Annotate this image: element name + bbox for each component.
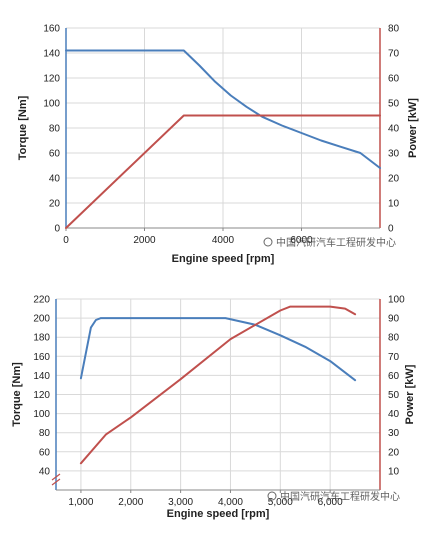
y-right-tick-label: 60 xyxy=(388,371,400,382)
y-right-tick-label: 30 xyxy=(388,428,400,439)
y-right-tick-label: 100 xyxy=(388,295,405,306)
y-left-tick-label: 120 xyxy=(43,74,60,85)
x-tick-label: 4,000 xyxy=(218,497,243,508)
torque-line xyxy=(79,317,357,382)
y-left-tick-label: 220 xyxy=(33,295,50,306)
watermark: 中国汽研汽车工程研发中心 xyxy=(263,236,396,249)
x-tick-label: 0 xyxy=(63,235,69,246)
power-line xyxy=(79,305,357,465)
y-left-tick-label: 60 xyxy=(39,447,51,458)
x-tick-label: 2000 xyxy=(133,235,156,246)
y-left-tick-label: 0 xyxy=(54,224,60,235)
chart-2: 1,000 2,000 3,000 4,000 5,000 6,000 40 60 80 100 1… xyxy=(11,295,416,521)
y-right-tick-label: 50 xyxy=(388,99,400,110)
y-left-axis-title: Torque [Nm] xyxy=(17,95,29,160)
y-left-tick-label: 80 xyxy=(39,428,51,439)
y-left-tick-label: 100 xyxy=(33,409,50,420)
y-left-tick-label: 180 xyxy=(33,333,50,344)
y-left-axis-title: Torque [Nm] xyxy=(11,362,23,427)
y-right-tick-label: 20 xyxy=(388,447,400,458)
x-tick-label: 4000 xyxy=(212,235,235,246)
x-tick-label: 5,000 xyxy=(268,497,293,508)
y-right-tick-label: 90 xyxy=(388,314,400,325)
y-left-tick-label: 40 xyxy=(39,466,51,477)
power-line xyxy=(65,114,381,229)
y-left-tick-label: 160 xyxy=(33,352,50,363)
watermark-logo xyxy=(267,491,277,501)
axis-break-mark xyxy=(51,473,61,486)
x-axis-title: Engine speed [rpm] xyxy=(167,508,270,520)
y-right-tick-label: 70 xyxy=(388,352,400,363)
x-tick-label: 2,000 xyxy=(118,497,143,508)
y-left-tick-label: 40 xyxy=(49,174,61,185)
y-right-tick-label: 50 xyxy=(388,390,400,401)
y-left-tick-label: 20 xyxy=(49,199,61,210)
x-tick-label: 3,000 xyxy=(168,497,193,508)
torque-line xyxy=(65,49,381,169)
y-right-tick-label: 70 xyxy=(388,49,400,60)
y-left-tick-label: 80 xyxy=(49,124,61,135)
y-right-tick-label: 0 xyxy=(388,224,394,235)
y-right-axis-title: Power [kW] xyxy=(404,364,416,424)
watermark-text: 中国汽研汽车工程研发中心 xyxy=(280,490,400,503)
watermark-text: 中国汽研汽车工程研发中心 xyxy=(276,236,396,249)
y-left-tick-label: 100 xyxy=(43,99,60,110)
x-tick-label: 1,000 xyxy=(68,497,93,508)
y-left-tick-label: 160 xyxy=(43,24,60,35)
y-right-tick-label: 40 xyxy=(388,124,400,135)
y-right-tick-label: 10 xyxy=(388,199,400,210)
x-tick-label: 6000 xyxy=(290,235,313,246)
x-axis-title: Engine speed [rpm] xyxy=(172,253,275,265)
y-right-axis-title: Power [kW] xyxy=(407,98,419,158)
y-right-tick-label: 80 xyxy=(388,333,400,344)
chart-1: 0 2000 4000 6000 0 20 40 60 80 100 120 140 160 0 10 20 3… xyxy=(17,24,419,266)
x-tick-label: 6,000 xyxy=(318,497,343,508)
y-left-tick-label: 140 xyxy=(33,371,50,382)
y-right-tick-label: 30 xyxy=(388,149,400,160)
y-right-tick-label: 10 xyxy=(388,466,400,477)
y-left-tick-label: 60 xyxy=(49,149,61,160)
y-right-tick-label: 40 xyxy=(388,409,400,420)
y-left-tick-label: 120 xyxy=(33,390,50,401)
y-left-tick-label: 200 xyxy=(33,314,50,325)
y-right-tick-label: 80 xyxy=(388,24,400,35)
y-right-tick-label: 20 xyxy=(388,174,400,185)
watermark-logo xyxy=(263,237,273,247)
y-left-tick-label: 140 xyxy=(43,49,60,60)
y-right-tick-label: 60 xyxy=(388,74,400,85)
watermark: 中国汽研汽车工程研发中心 xyxy=(267,490,400,503)
